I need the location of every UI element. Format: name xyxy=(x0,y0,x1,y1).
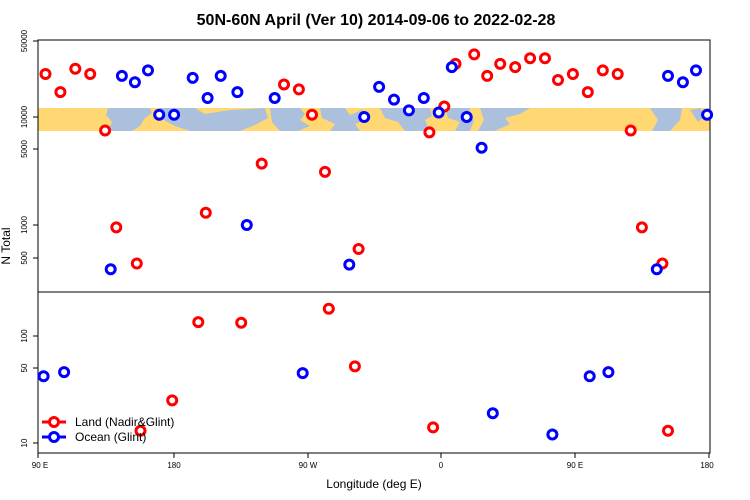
land-upper-point xyxy=(481,69,494,82)
x-axis-title: Longitude (deg E) xyxy=(326,477,421,491)
land-upper-point xyxy=(69,62,82,75)
ocean-upper-point xyxy=(115,69,128,82)
ocean-upper-point xyxy=(142,64,154,77)
y-tick-label: 5000 xyxy=(20,140,29,158)
lower-y-axis: 10 50 100 xyxy=(20,329,38,447)
data-points xyxy=(37,48,714,441)
land-upper-point xyxy=(611,68,624,80)
land-upper-point xyxy=(319,165,331,178)
world-map-strip xyxy=(38,108,710,131)
land-upper-point xyxy=(278,78,290,91)
y-tick-label: 10 xyxy=(20,438,29,447)
y-tick-label: 500 xyxy=(20,251,29,265)
ocean-upper-point xyxy=(268,92,281,104)
ocean-lower-point xyxy=(58,366,71,379)
x-tick-label: 180 xyxy=(167,461,181,470)
land-upper-point xyxy=(566,68,579,80)
y-tick-label: 50 xyxy=(20,363,29,372)
land-upper-point xyxy=(624,124,637,137)
ocean-lower-point xyxy=(296,367,309,380)
ocean-upper-point xyxy=(432,106,445,119)
ocean-upper-point xyxy=(231,86,244,99)
ocean-lower-point xyxy=(37,370,50,383)
ocean-lower-point xyxy=(486,407,499,420)
ocean-upper-point xyxy=(690,64,702,77)
land-lower-point xyxy=(192,316,205,329)
y-tick-label: 100 xyxy=(20,329,29,343)
ocean-upper-point xyxy=(445,61,458,74)
land-upper-point xyxy=(54,86,67,99)
land-upper-point xyxy=(596,64,609,77)
land-upper-point xyxy=(99,124,112,137)
land-lower-point xyxy=(134,424,147,437)
ocean-upper-point xyxy=(402,104,415,117)
land-upper-point xyxy=(539,52,551,65)
land-upper-point xyxy=(509,61,522,74)
ocean-upper-point xyxy=(240,219,253,231)
legend-label-ocean: Ocean (Glint) xyxy=(75,430,146,444)
land-upper-point xyxy=(39,68,52,80)
upper-y-axis: 500 1000 5000 10000 50000 xyxy=(20,29,38,265)
x-axis: 90 E 180 90 W 0 90 E 180 xyxy=(32,453,714,470)
land-lower-point xyxy=(662,424,674,437)
ocean-lower-point xyxy=(583,370,596,383)
ocean-upper-point xyxy=(475,141,488,154)
legend-marker-ocean xyxy=(48,431,60,443)
land-lower-point xyxy=(427,421,440,434)
ocean-upper-point xyxy=(662,69,674,82)
land-upper-point xyxy=(255,157,268,170)
y-tick-label: 10000 xyxy=(20,105,29,128)
ocean-upper-point xyxy=(460,111,473,123)
lower-panel-frame xyxy=(37,291,711,454)
land-upper-point xyxy=(423,126,436,139)
land-upper-point xyxy=(468,48,481,61)
land-upper-point xyxy=(581,86,594,99)
y-tick-label: 50000 xyxy=(20,29,29,52)
legend: Land (Nadir&Glint) Ocean (Glint) xyxy=(42,415,174,444)
y-tick-label: 1000 xyxy=(20,216,29,234)
ocean-upper-point xyxy=(358,111,371,123)
land-lower-point xyxy=(166,394,179,407)
land-upper-point xyxy=(199,206,212,219)
ocean-upper-point xyxy=(128,76,141,89)
land-upper-point xyxy=(130,257,143,270)
ocean-upper-point xyxy=(201,92,214,104)
ocean-upper-point xyxy=(168,108,181,121)
land-upper-point xyxy=(110,221,123,234)
land-upper-point xyxy=(635,221,648,234)
chart-title: 50N-60N April (Ver 10) 2014-09-06 to 202… xyxy=(197,12,556,29)
legend-label-land: Land (Nadir&Glint) xyxy=(75,415,174,429)
land-upper-point xyxy=(306,108,318,121)
land-upper-point xyxy=(524,52,537,65)
land-lower-point xyxy=(348,360,361,373)
x-tick-label: 0 xyxy=(439,461,444,470)
ocean-upper-point xyxy=(417,92,430,104)
x-tick-label: 90 E xyxy=(32,461,48,470)
ocean-lower-point xyxy=(602,366,615,379)
ocean-upper-point xyxy=(343,258,356,271)
ocean-upper-point xyxy=(388,93,400,106)
land-upper-point xyxy=(292,83,305,96)
ocean-upper-point xyxy=(701,108,714,121)
ocean-upper-point xyxy=(373,80,386,93)
ocean-upper-point xyxy=(153,108,166,121)
ocean-upper-point xyxy=(650,263,663,276)
land-upper-point xyxy=(352,243,365,255)
land-lower-point xyxy=(322,302,335,315)
y-axis-title: N Total xyxy=(0,227,13,264)
land-upper-point xyxy=(552,74,564,86)
land-upper-point xyxy=(494,57,507,70)
ocean-upper-point xyxy=(214,69,227,82)
legend-marker-land xyxy=(48,416,60,428)
land-lower-point xyxy=(235,316,248,329)
x-tick-label: 90 E xyxy=(567,461,583,470)
land-upper-point xyxy=(84,68,97,80)
x-tick-label: 90 W xyxy=(299,461,318,470)
x-tick-label: 180 xyxy=(700,461,714,470)
ocean-upper-point xyxy=(104,263,117,276)
ocean-upper-point xyxy=(186,71,199,84)
ocean-upper-point xyxy=(676,76,689,89)
ocean-lower-point xyxy=(546,428,559,441)
